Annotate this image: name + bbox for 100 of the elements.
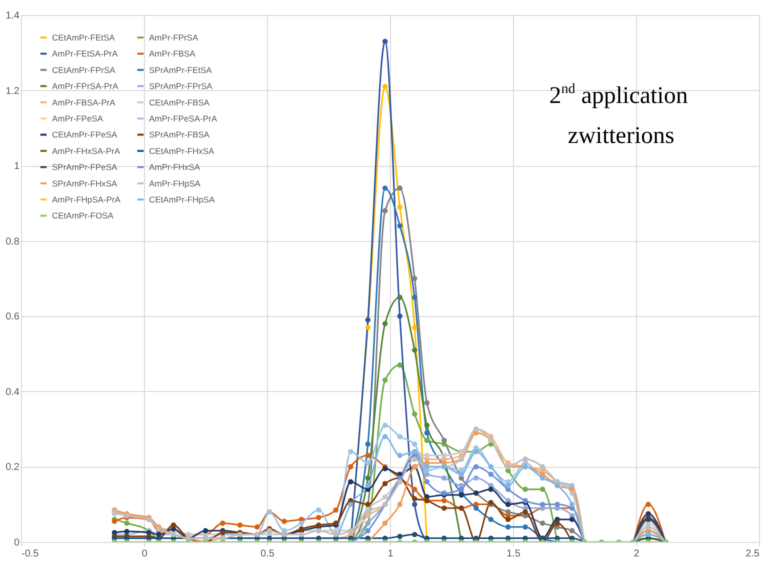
legend-label: AmPr-FHpSA [149,178,201,188]
point [424,400,430,406]
point [554,502,560,507]
point [348,502,354,507]
legend-label: AmPr-FHxSA [149,162,200,172]
point [424,452,430,458]
point [412,502,418,507]
legend-label: CEtAmPr-FPrSA [52,64,116,75]
point [441,505,447,511]
y-tick-label: 0.6 [6,312,20,323]
point [397,314,402,319]
point [569,516,575,522]
y-tick-label: 0.8 [6,236,20,248]
point [397,362,402,368]
y-tick-label: 0 [14,538,20,548]
point [382,520,388,526]
legend-label: AmPr-FPrSA [149,32,198,42]
point [540,520,546,526]
point [488,516,494,522]
point [569,528,575,534]
point [412,347,418,353]
point [554,520,560,526]
point [382,84,388,90]
x-tick-label: -0.5 [22,548,40,560]
legend-label: AmPr-FEtSA-PrA [52,48,118,59]
point [397,534,402,539]
y-tick-label: 0.2 [6,462,20,474]
point [412,532,418,538]
x-tick-label: 1.5 [506,548,521,560]
y-tick-label: 1 [14,161,20,172]
point [348,479,354,484]
legend-label: AmPr-FBSA-PrA [52,97,116,108]
legend-label: CEtAmPr-FBSA [149,97,210,108]
point [412,324,418,330]
point [382,434,388,440]
point [540,486,546,492]
point [441,498,447,504]
point [424,479,430,484]
point [540,502,546,507]
point [348,449,354,454]
point [382,481,388,486]
x-tick-label: 2 [634,548,640,560]
point [412,456,418,462]
legend-label: AmPr-FHpSA-PrA [52,194,121,204]
point [505,516,511,522]
point [382,38,388,44]
point [424,422,430,428]
point [365,452,371,458]
point [424,438,430,444]
point [522,524,528,530]
legend-label: AmPr-FHxSA-PrA [52,146,120,156]
point [382,321,388,326]
point [237,522,243,528]
point [282,518,287,524]
x-tick-label: 0.5 [260,548,275,560]
point [365,324,371,330]
point [522,509,528,515]
point [473,475,479,481]
point [365,475,371,481]
legend-label: CEtAmPr-FPeSA [52,130,118,140]
legend-label: SPrAmPr-FPeSA [52,162,118,172]
point [298,520,304,526]
point [412,486,418,492]
point [333,507,339,513]
point [316,507,322,513]
point [505,482,511,488]
point [424,430,430,436]
point [522,486,528,492]
point [365,317,371,323]
point [412,441,418,447]
point [505,502,511,507]
legend-label: CEtAmPr-FOSA [52,210,114,221]
point [382,494,388,500]
x-tick-label: 1 [388,548,394,560]
point [316,514,322,520]
point [488,486,494,492]
y-tick-label: 1.2 [6,86,20,97]
point [458,486,464,492]
x-tick-label: 0 [142,548,148,560]
point [382,377,388,383]
point [397,502,402,507]
point [202,528,208,534]
legend-label: SPrAmPr-FHxSA [52,178,118,188]
point [397,434,402,440]
point [365,482,371,488]
point [488,472,494,477]
point [365,509,371,515]
legend-label: AmPr-FPeSA [52,114,104,124]
legend-label: AmPr-FPrSA-PrA [52,81,118,92]
point [365,441,371,447]
point [124,520,130,526]
point [412,276,418,282]
x-tick-label: 2.5 [746,548,760,560]
point [397,186,402,191]
point [397,204,402,210]
point [458,472,464,477]
point [473,505,479,511]
legend-label: SPrAmPr-FPrSA [149,81,213,92]
point [569,502,575,507]
point [382,208,388,214]
